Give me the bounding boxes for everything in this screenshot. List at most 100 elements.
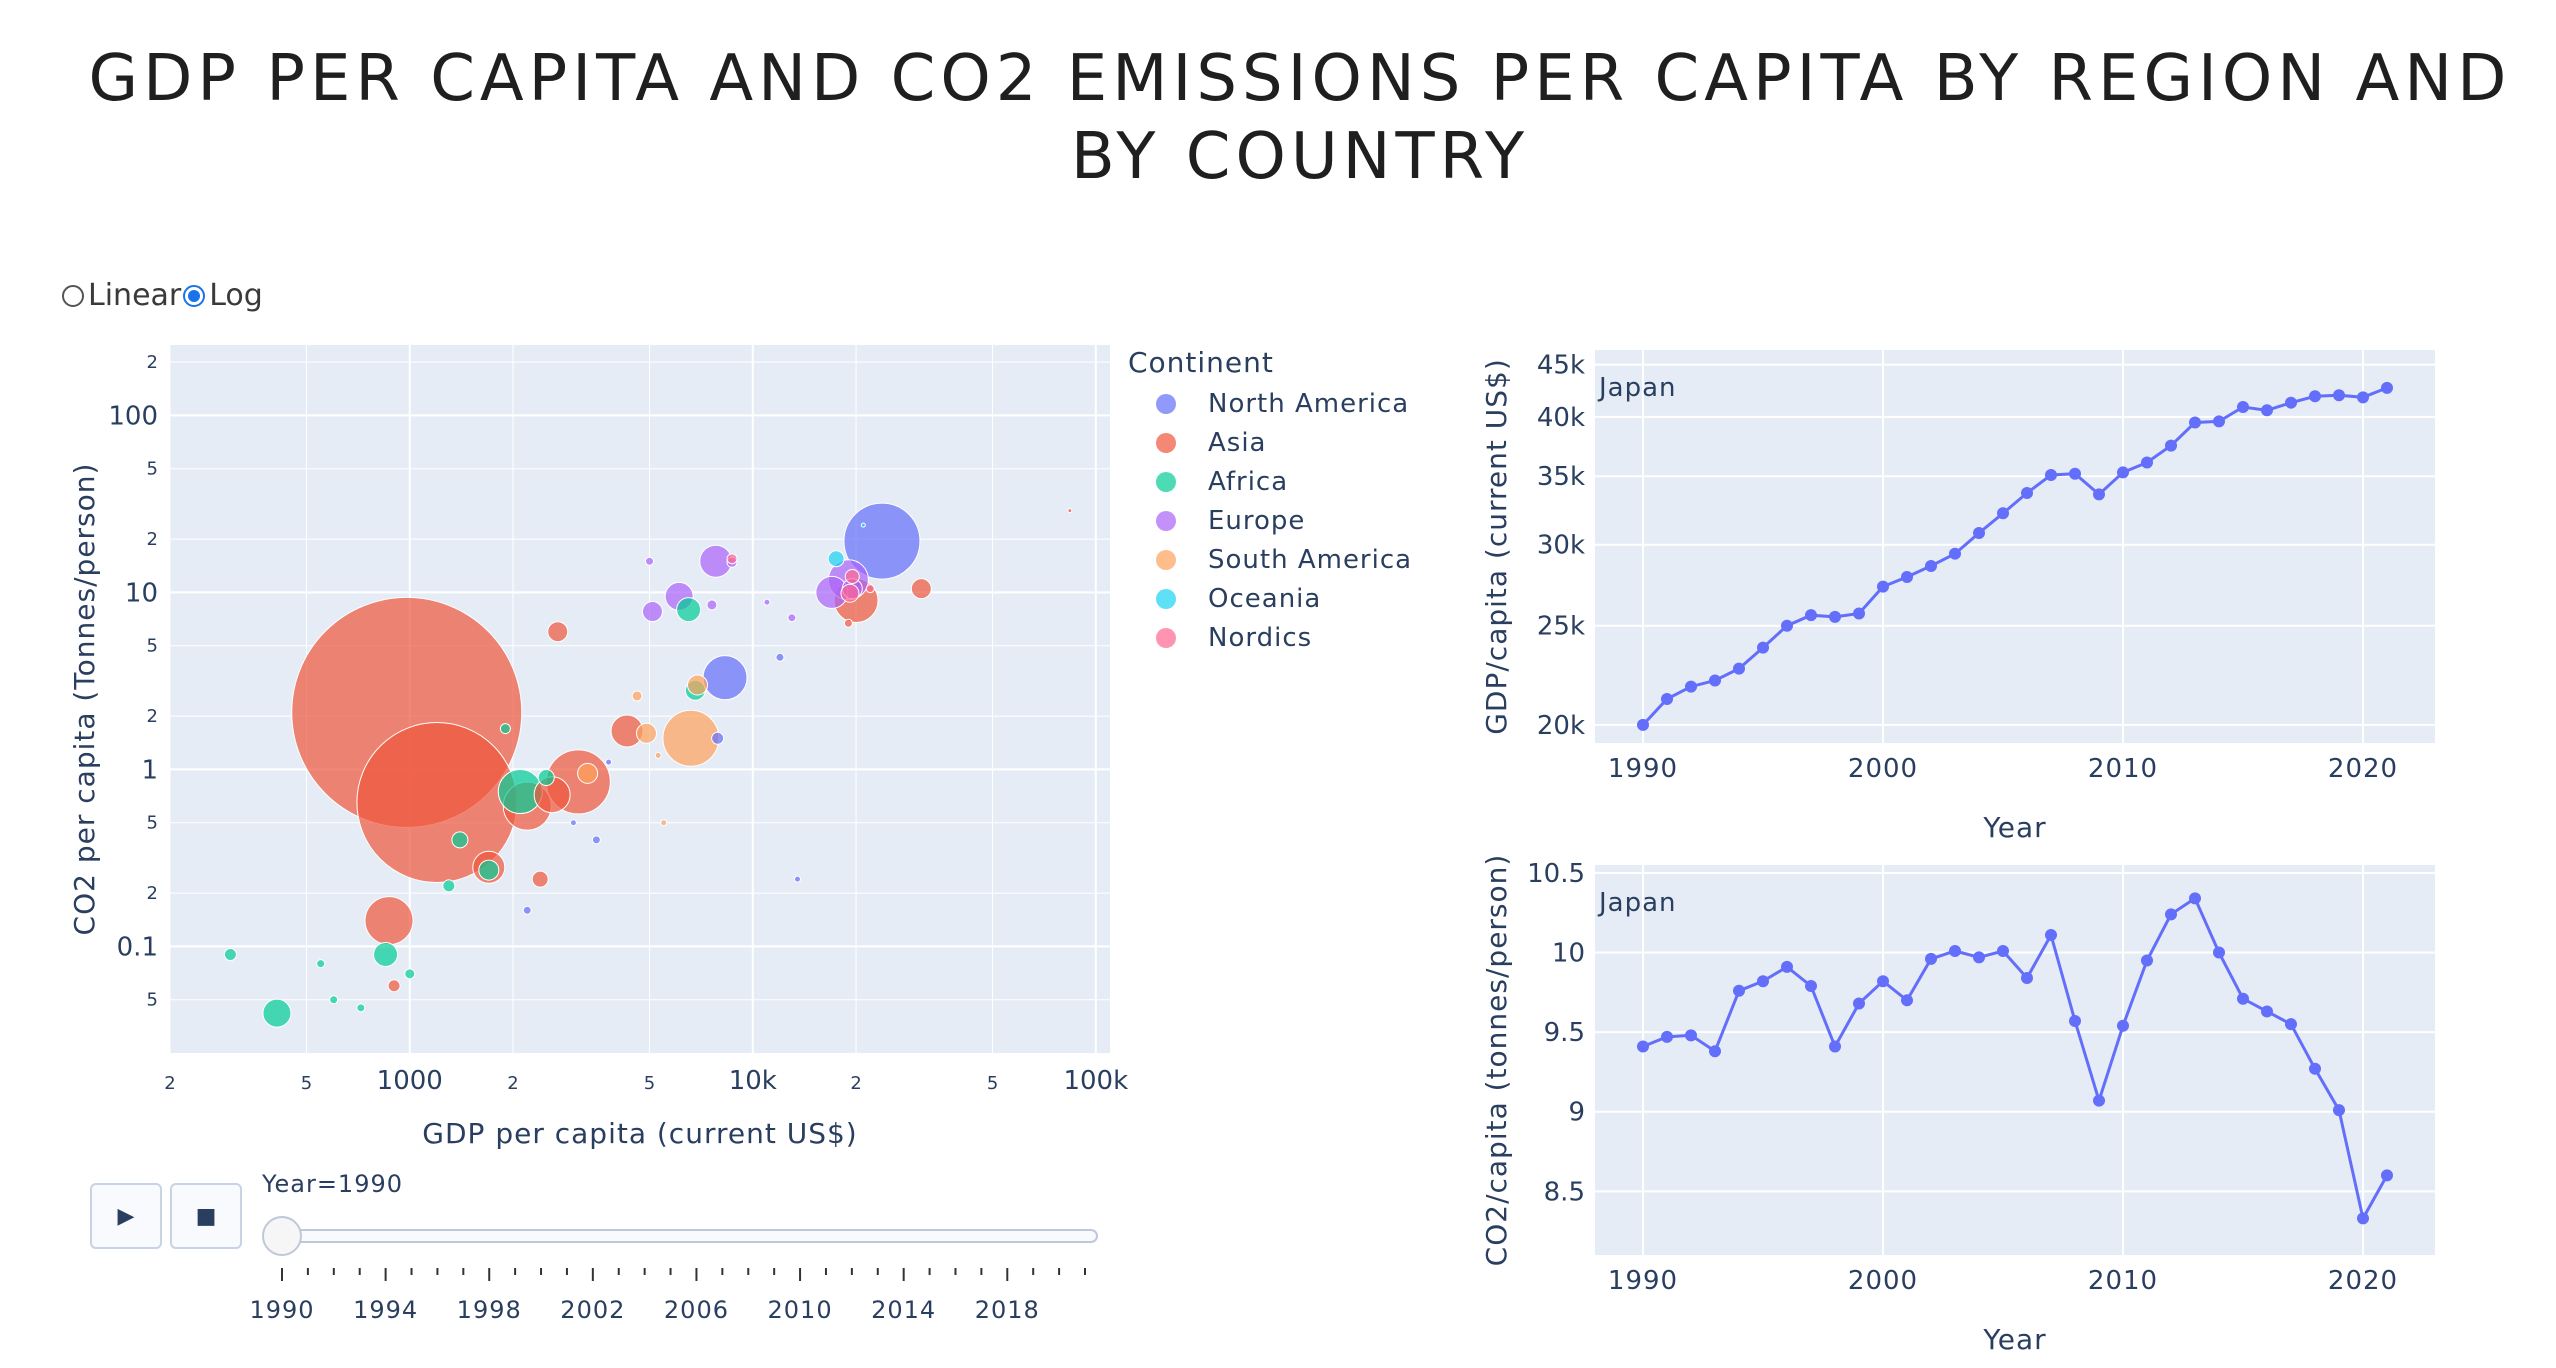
co2-chart-point	[2117, 1019, 2129, 1032]
co2-chart-point	[2261, 1005, 2273, 1018]
gdp-chart-point	[1949, 547, 1961, 560]
scatter-x-tick-label: 2	[164, 1073, 175, 1094]
scatter-y-tick-label: 5	[147, 459, 158, 480]
co2-chart-y-axis-title: CO2/capita (tonnes/person)	[1480, 854, 1513, 1267]
slider-tick-label: 2010	[768, 1296, 833, 1324]
radio-log[interactable]	[183, 284, 206, 307]
gdp-chart-y-tick-label: 30k	[1537, 531, 1585, 561]
scatter-point	[711, 731, 725, 745]
scatter-point	[687, 674, 709, 696]
slider-rail	[269, 1229, 1098, 1243]
legend-marker	[1156, 511, 1176, 531]
scatter-y-axis-title: CO2 per capita (Tonnes/person)	[68, 463, 101, 936]
co2-chart-point	[1709, 1045, 1721, 1058]
co2-chart-point	[1661, 1030, 1673, 1043]
co2-chart-point	[2237, 992, 2249, 1005]
co2-chart-point	[2045, 929, 2057, 942]
co2-chart-point	[2189, 892, 2201, 905]
scatter-point	[706, 599, 718, 611]
gdp-chart-y-tick-label: 45k	[1537, 351, 1585, 381]
co2-chart-x-tick-label: 1990	[1608, 1266, 1678, 1296]
legend-entry: Europe	[1208, 506, 1305, 536]
co2-chart-x-axis-title: Year	[1982, 1323, 2046, 1356]
co2-chart-point	[1853, 997, 1865, 1010]
radio-linear[interactable]	[62, 284, 84, 307]
radio-linear-label[interactable]: Linear	[88, 278, 182, 313]
gdp-chart-point	[1781, 619, 1793, 632]
co2-chart-point	[1901, 994, 1913, 1007]
scatter-point	[605, 758, 613, 766]
co2-chart-point	[1757, 975, 1769, 988]
slider-tick-label: 2002	[560, 1296, 625, 1324]
scatter-point	[522, 905, 532, 915]
legend-marker	[1156, 589, 1176, 609]
scatter-point	[404, 968, 416, 980]
gdp-chart-x-tick-label: 2000	[1848, 754, 1918, 784]
gdp-chart-x-tick-label: 2010	[2088, 754, 2158, 784]
co2-chart-plot-area	[1595, 865, 2435, 1255]
gdp-chart-point	[2309, 390, 2321, 403]
gdp-chart-x-axis-title: Year	[1982, 811, 2046, 844]
legend-entry: North America	[1208, 389, 1409, 419]
scatter-x-tick-label: 1000	[377, 1066, 443, 1096]
legend-entry: South America	[1208, 545, 1412, 575]
gdp-chart-point	[1997, 507, 2009, 520]
gdp-chart-point	[1853, 607, 1865, 620]
scatter-x-tick-label: 5	[644, 1073, 655, 1094]
scatter-point	[860, 522, 866, 528]
gdp-chart-point	[2237, 401, 2249, 414]
scatter-y-tick-label: 10	[125, 578, 158, 608]
gdp-chart-point	[2021, 487, 2033, 500]
gdp-chart-y-tick-label: 20k	[1537, 711, 1585, 741]
scatter-y-tick-label: 2	[147, 706, 158, 727]
co2-chart-point	[2333, 1104, 2345, 1117]
co2-chart-point	[2285, 1018, 2297, 1031]
stop-icon: ■	[195, 1203, 217, 1229]
co2-chart-point	[2093, 1094, 2105, 1107]
scatter-point	[787, 613, 797, 623]
co2-chart-x-tick-label: 2020	[2328, 1266, 2398, 1296]
slider-tick-label: 2006	[664, 1296, 729, 1324]
co2-chart-point	[1781, 960, 1793, 973]
gdp-chart-point	[1709, 674, 1721, 687]
scatter-point	[662, 709, 720, 767]
gdp-chart-point	[2261, 404, 2273, 417]
co2-chart-y-tick-label: 10	[1552, 939, 1585, 969]
gdp-chart-point	[1661, 692, 1673, 705]
scatter-point	[499, 723, 511, 735]
gdp-chart-point	[1685, 680, 1697, 693]
scatter-point	[478, 859, 500, 881]
gdp-chart-plot-area	[1595, 350, 2435, 743]
slider-handle[interactable]	[262, 1216, 302, 1256]
gdp-chart-point	[1637, 718, 1649, 731]
scatter-point	[793, 875, 801, 883]
gdp-chart-point	[1733, 662, 1745, 675]
gdp-chart-point	[2285, 396, 2297, 409]
gdp-chart-y-axis-title: GDP/capita (current US$)	[1480, 358, 1513, 735]
scatter-x-tick-label: 5	[301, 1073, 312, 1094]
stop-button[interactable]: ■	[170, 1183, 242, 1249]
gdp-chart-point	[2093, 488, 2105, 501]
gdp-chart-point	[2069, 467, 2081, 480]
co2-chart-y-tick-label: 8.5	[1544, 1177, 1585, 1207]
co2-chart-y-tick-label: 9	[1568, 1098, 1585, 1128]
legend-marker	[1156, 628, 1176, 648]
legend-marker	[1156, 394, 1176, 414]
scatter-point	[676, 597, 702, 623]
scatter-y-tick-label: 2	[147, 529, 158, 550]
scatter-point	[547, 621, 569, 643]
scatter-x-tick-label: 2	[850, 1073, 861, 1094]
scatter-point	[645, 556, 655, 566]
scatter-point	[451, 831, 469, 849]
scatter-point	[631, 690, 643, 702]
slider-current-label: Year=1990	[262, 1170, 403, 1198]
slider-tick-label: 1990	[249, 1296, 314, 1324]
co2-chart-point	[2381, 1169, 2393, 1182]
play-button[interactable]: ▶	[90, 1183, 162, 1249]
radio-log-label[interactable]: Log	[209, 278, 263, 313]
co2-chart-point	[1997, 944, 2009, 957]
co2-chart-point	[1685, 1029, 1697, 1042]
co2-chart-point	[2213, 946, 2225, 959]
scatter-point	[223, 948, 237, 962]
co2-chart-y-tick-label: 10.5	[1527, 859, 1585, 889]
